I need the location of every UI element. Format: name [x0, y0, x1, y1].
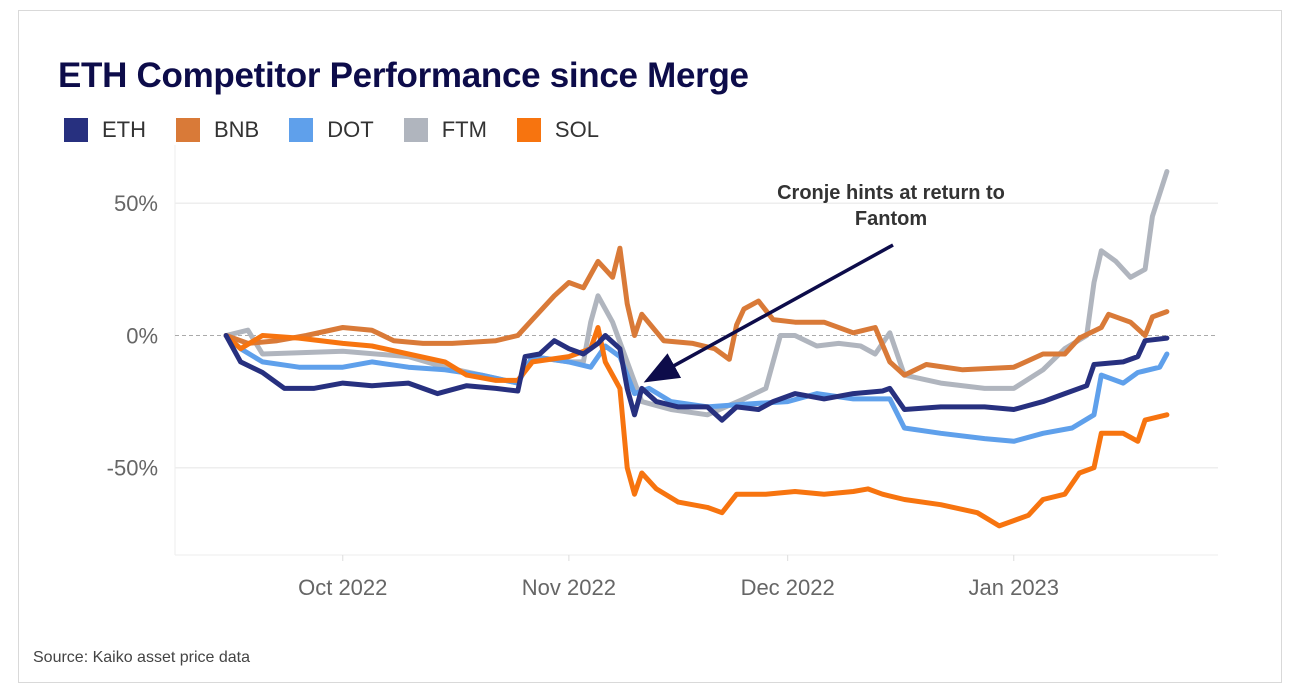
legend-item-eth[interactable]: ETH — [64, 117, 146, 143]
chart-card — [18, 10, 1282, 683]
series-line-sol — [223, 325, 1170, 529]
legend-item-dot[interactable]: DOT — [289, 117, 374, 143]
legend-label: DOT — [327, 117, 374, 142]
legend-label: ETH — [102, 117, 146, 142]
legend-item-ftm[interactable]: FTM — [403, 117, 487, 143]
chart-title: ETH Competitor Performance since Merge — [58, 56, 749, 95]
legend-swatch — [176, 118, 200, 142]
y-tick-label: 0% — [126, 323, 158, 348]
legend: ETH BNB DOT FTM SOL — [64, 117, 629, 143]
legend-swatch — [64, 118, 88, 142]
source-note: Source: Kaiko asset price data — [33, 649, 251, 666]
legend-swatch — [516, 118, 541, 142]
legend-swatch — [403, 118, 428, 142]
annotation-text: Cronje hints at return to — [777, 182, 1005, 204]
x-tick-label: Jan 2023 — [969, 575, 1060, 600]
legend-label: SOL — [554, 117, 599, 142]
series-line-ftm — [223, 169, 1170, 418]
y-tick-label: 50% — [114, 191, 158, 216]
legend-label: FTM — [441, 117, 487, 142]
annotation-text: Fantom — [855, 208, 927, 230]
series-line-dot — [223, 333, 1170, 444]
x-tick-label: Dec 2022 — [741, 575, 835, 600]
x-tick-label: Nov 2022 — [522, 575, 616, 600]
annotation-arrow — [643, 243, 894, 383]
y-tick-label: -50% — [107, 456, 158, 481]
legend-label: BNB — [214, 117, 260, 142]
series-line-bnb — [223, 245, 1170, 378]
x-tick-label: Oct 2022 — [298, 575, 387, 600]
legend-swatch — [289, 118, 314, 142]
legend-item-sol[interactable]: SOL — [516, 117, 599, 143]
series-line-eth — [223, 333, 1170, 423]
legend-item-bnb[interactable]: BNB — [176, 117, 259, 143]
